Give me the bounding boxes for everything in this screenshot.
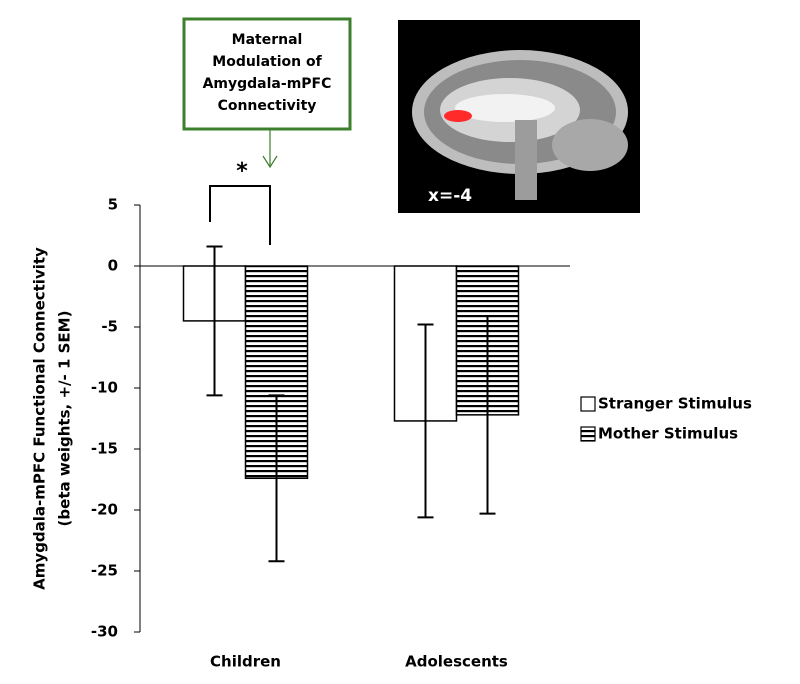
error-bar [206, 245, 223, 397]
y-tick-label: -30 [91, 623, 118, 641]
x-tick-label: Adolescents [405, 653, 508, 671]
inset-label: x=-4 [428, 186, 472, 206]
y-tick-label: -20 [91, 501, 118, 519]
error-bar [479, 315, 496, 515]
annotation-line: Modulation of [212, 54, 322, 70]
y-tick-label: -25 [91, 562, 118, 580]
x-tick-label: Children [210, 653, 281, 671]
legend-label: Mother Stimulus [598, 425, 738, 443]
y-label-line: (beta weights, +/- 1 SEM) [56, 311, 74, 527]
brain-inset: x=-4 [398, 20, 640, 213]
annotation-box [182, 17, 352, 131]
significance-bracket [209, 185, 271, 245]
annotation-line: Connectivity [218, 98, 317, 114]
significance-star: * [236, 159, 248, 184]
y-tick-label: 0 [108, 257, 118, 275]
y-label-line: Amygdala-mPFC Functional Connectivity [31, 247, 49, 590]
y-axis-label: Amygdala-mPFC Functional Connectivity (be… [31, 247, 74, 590]
error-bar [268, 394, 285, 563]
y-tick-label: -15 [91, 440, 118, 458]
annotation-line: Amygdala-mPFC [203, 76, 332, 92]
legend-marker [580, 426, 596, 442]
y-tick-label: 5 [108, 196, 118, 214]
y-tick-label: -10 [91, 379, 118, 397]
y-tick-label: -5 [101, 318, 118, 336]
annotation-line: Maternal [232, 32, 303, 48]
annotation-text: Maternal Modulation of Amygdala-mPFC Connec… [203, 32, 332, 114]
error-bar [417, 323, 434, 519]
arrow-head [262, 155, 278, 169]
legend-label: Stranger Stimulus [598, 395, 752, 413]
legend-marker [580, 396, 596, 412]
